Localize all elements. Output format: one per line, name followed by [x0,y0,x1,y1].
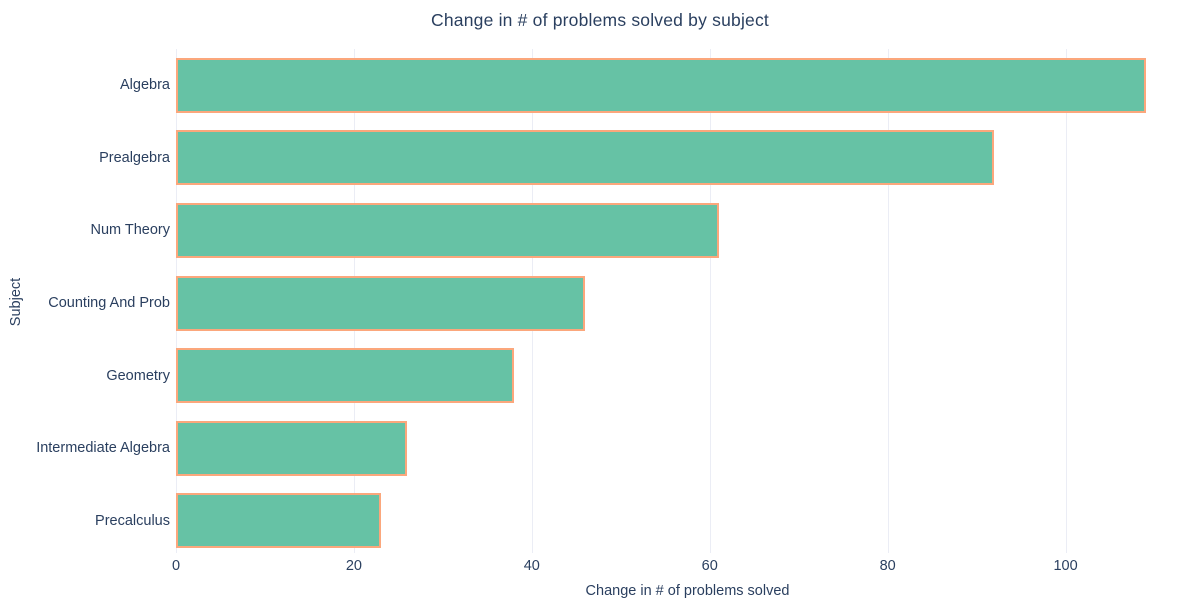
x-tick-label-100: 100 [1053,558,1078,574]
y-tick-label-geometry: Geometry [106,367,170,384]
x-axis-title: Change in # of problems solved [585,583,790,599]
y-tick-label-algebra: Algebra [120,77,170,94]
x-tick-label-60: 60 [701,558,718,574]
bar-prealgebra[interactable] [176,130,995,186]
bar-num-theory[interactable] [176,202,719,258]
gridline-x-80 [887,49,889,553]
y-tick-label-counting-and-prob: Counting And Prob [48,295,170,311]
chart-title: Change in # of problems solved by subjec… [431,10,769,30]
y-tick-label-prealgebra: Prealgebra [99,149,170,166]
y-tick-label-num-theory: Num Theory [90,222,170,239]
y-tick-label-intermediate-algebra: Intermediate Algebra [36,440,170,457]
gridline-x-100 [1065,49,1067,553]
y-tick-label-precalculus: Precalculus [95,512,170,529]
bar-intermediate-algebra[interactable] [176,420,408,476]
x-tick-label-40: 40 [523,558,540,574]
bar-counting-and-prob[interactable] [176,275,586,331]
bar-geometry[interactable] [176,348,515,404]
bar-precalculus[interactable] [176,493,381,549]
x-tick-label-20: 20 [345,558,362,574]
bar-algebra[interactable] [176,57,1146,113]
x-tick-label-0: 0 [171,558,181,574]
gridline-x-60 [709,49,711,553]
x-tick-label-80: 80 [879,558,896,574]
